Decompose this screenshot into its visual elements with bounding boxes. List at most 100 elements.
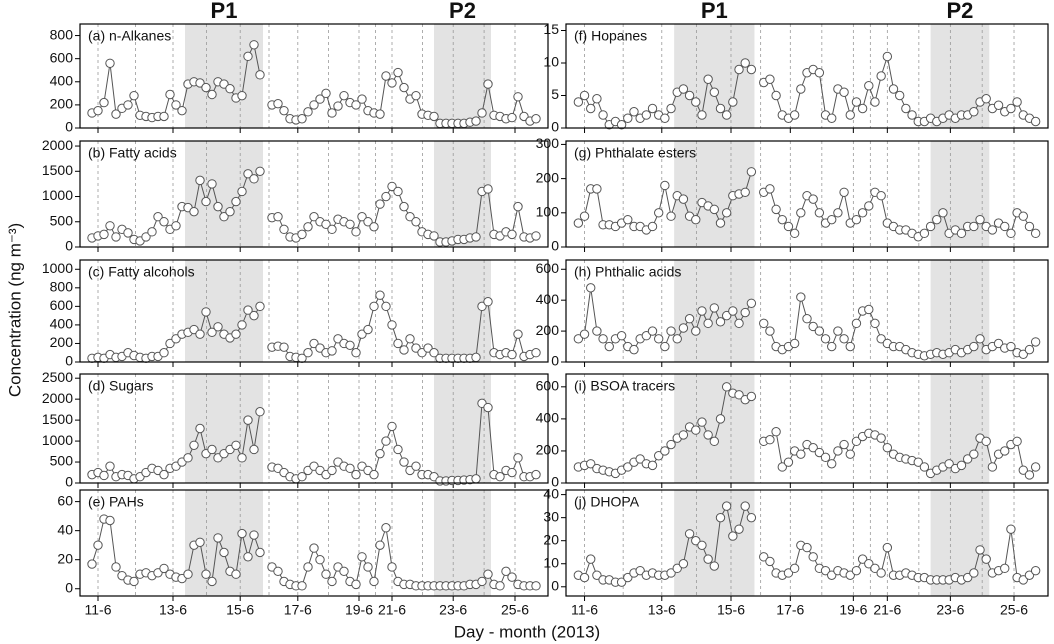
data-point <box>381 523 391 533</box>
data-point <box>399 201 409 212</box>
data-point <box>477 576 487 587</box>
data-point <box>399 345 409 355</box>
data-point <box>993 338 1004 349</box>
data-point <box>375 199 385 209</box>
data-point <box>579 90 590 101</box>
panel-label: (d) Sugars <box>88 378 153 394</box>
data-point <box>672 563 682 574</box>
data-point <box>93 540 103 550</box>
data-point <box>327 224 337 235</box>
data-point <box>249 174 259 184</box>
data-point <box>746 64 757 75</box>
data-point <box>666 103 676 114</box>
y-tick-label: 0 <box>551 238 559 254</box>
data-point <box>721 382 732 392</box>
period-shade <box>930 260 990 362</box>
data-point <box>189 206 199 217</box>
data-point <box>814 68 825 78</box>
data-point <box>827 214 837 225</box>
data-point <box>381 71 391 81</box>
data-point <box>513 92 523 102</box>
data-point <box>495 581 505 591</box>
data-point <box>129 90 139 101</box>
data-point <box>783 568 794 578</box>
x-tick-label: 11-6 <box>85 602 112 618</box>
data-point <box>592 184 602 194</box>
data-point <box>653 334 664 344</box>
data-point <box>709 303 720 313</box>
data-point <box>483 79 493 89</box>
data-point <box>1006 524 1016 534</box>
data-point <box>721 310 732 321</box>
data-point <box>783 221 794 232</box>
data-point <box>678 430 689 440</box>
data-point <box>888 84 899 94</box>
data-point <box>237 528 247 539</box>
x-tick-label: 15-6 <box>717 602 745 618</box>
data-point <box>783 457 794 467</box>
data-point <box>387 320 397 330</box>
data-point <box>429 348 439 358</box>
data-point <box>315 554 325 565</box>
data-point <box>1030 116 1041 127</box>
data-point <box>876 568 886 578</box>
data-point <box>1012 436 1022 447</box>
data-point <box>393 444 403 455</box>
y-tick-label: 5 <box>551 86 559 102</box>
data-point <box>207 327 217 338</box>
data-point <box>672 334 682 344</box>
data-point <box>845 449 855 459</box>
data-point <box>381 301 391 312</box>
data-point <box>678 194 689 204</box>
y-tick-label: 300 <box>536 135 560 151</box>
data-point <box>857 208 868 218</box>
data-point <box>728 306 738 316</box>
data-point <box>604 341 614 352</box>
data-point <box>703 554 713 564</box>
x-tick-label: 19-6 <box>345 602 373 618</box>
data-point <box>249 530 259 540</box>
data-point <box>231 569 241 579</box>
data-point <box>393 186 403 197</box>
data-point <box>573 218 584 228</box>
data-point <box>777 214 787 225</box>
x-tick-label: 25-6 <box>1000 602 1028 618</box>
data-point <box>381 436 391 446</box>
y-tick-label: 30 <box>543 508 559 524</box>
data-point <box>808 552 818 562</box>
data-point <box>579 211 590 221</box>
data-point <box>351 227 361 237</box>
panel-label: (b) Fatty acids <box>88 145 177 161</box>
data-point <box>759 552 769 562</box>
data-point <box>345 463 355 474</box>
data-point <box>598 110 608 120</box>
data-point <box>393 338 403 349</box>
x-tick-label: 23-6 <box>936 602 964 618</box>
data-point <box>746 391 757 402</box>
data-point <box>715 218 726 228</box>
data-point <box>864 201 874 211</box>
data-point <box>339 566 349 577</box>
data-point <box>789 338 800 349</box>
data-point <box>641 331 652 341</box>
data-point <box>363 217 373 227</box>
data-point <box>195 537 205 547</box>
data-point <box>740 58 750 68</box>
data-point <box>1024 570 1035 580</box>
data-point <box>87 559 97 569</box>
data-point <box>1030 565 1041 576</box>
data-point <box>740 187 750 197</box>
data-point <box>357 212 367 222</box>
data-point <box>586 459 596 469</box>
data-point <box>279 224 289 235</box>
data-point <box>201 307 211 317</box>
data-point <box>483 184 493 194</box>
data-point <box>987 225 998 235</box>
data-point <box>369 469 379 480</box>
data-point <box>111 232 121 242</box>
panel-frame <box>565 373 1049 484</box>
panel-label: (c) Fatty alcohols <box>88 264 195 280</box>
data-point <box>531 469 541 480</box>
data-point <box>249 310 259 321</box>
